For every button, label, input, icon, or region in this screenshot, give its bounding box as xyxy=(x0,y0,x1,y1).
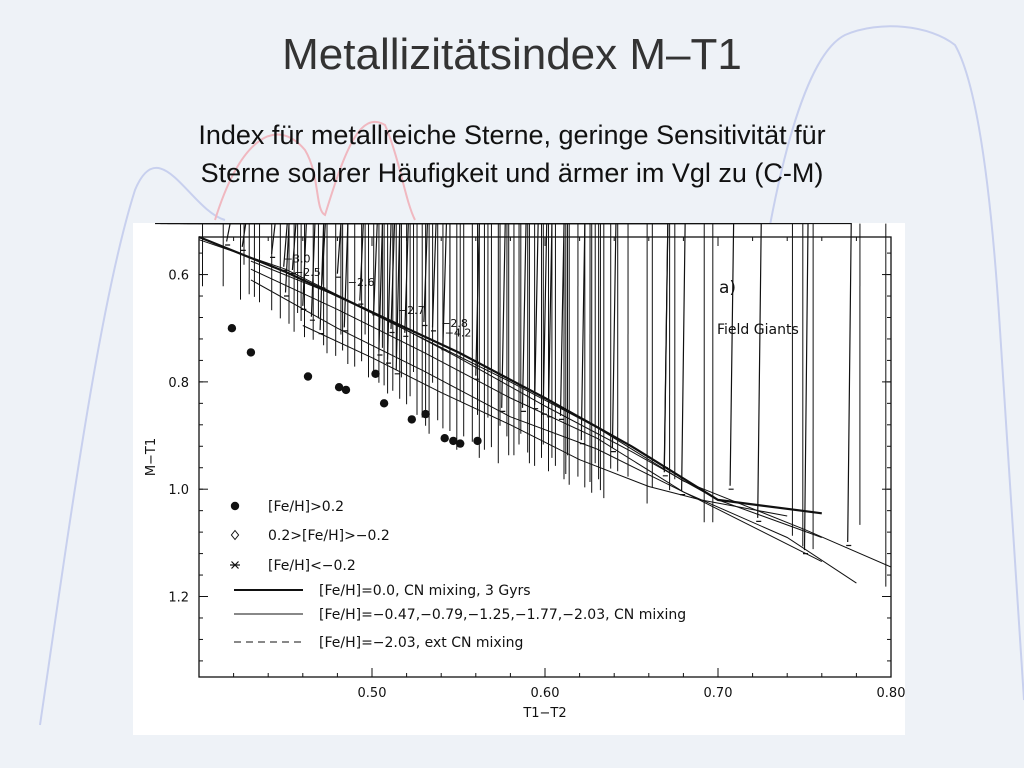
point-filled-circle xyxy=(407,415,416,424)
legend: [Fe/H]>0.2 0.2>[Fe/H]>−0.2 [Fe/H]<−0.2 [Fe/… xyxy=(230,499,686,651)
panel-text: Field Giants xyxy=(717,322,799,338)
decor-curve-left xyxy=(39,166,226,726)
y-axis-label: M−T1 xyxy=(144,438,159,476)
point-asterisk xyxy=(180,223,288,271)
legend-label: [Fe/H]=−2.03, ext CN mixing xyxy=(319,635,523,651)
decor-curve-right xyxy=(769,25,1024,701)
metallicity-annotation: −4.2 xyxy=(445,327,472,340)
point-filled-circle xyxy=(440,434,449,443)
point-filled-circle xyxy=(303,372,313,381)
legend-symbol-asterisk xyxy=(230,561,240,569)
legend-label: 0.2>[Fe/H]>−0.2 xyxy=(268,528,390,544)
point-asterisk xyxy=(167,223,276,258)
x-tick-label: 0.80 xyxy=(877,686,905,701)
metallicity-annotation: −2.6 xyxy=(348,276,375,289)
y-tick-label: 0.6 xyxy=(168,269,189,284)
model-line-thin xyxy=(250,260,892,568)
metallicity-annotation: −2.7 xyxy=(398,304,425,317)
x-tick-label: 0.50 xyxy=(358,686,387,701)
point-asterisk xyxy=(183,223,297,275)
point-filled-circle xyxy=(449,436,458,446)
point-asterisk xyxy=(431,223,762,522)
legend-symbol-open-diamond xyxy=(230,529,240,541)
model-line-thin xyxy=(250,279,857,584)
scatter-chart: 0.50 0.60 0.70 0.80 0.6 0.8 1.0 1.2 a) Field Gi… xyxy=(144,223,905,721)
y-tick-label: 0.8 xyxy=(168,376,189,391)
legend-label: [Fe/H]<−0.2 xyxy=(268,558,356,574)
point-asterisk xyxy=(455,223,852,547)
point-filled-circle xyxy=(473,436,482,446)
point-asterisk xyxy=(385,223,669,477)
legend-label: [Fe/H]=0.0, CN mixing, 3 Gyrs xyxy=(319,583,531,599)
point-asterisk xyxy=(155,223,231,246)
x-axis-label: T1−T2 xyxy=(522,706,566,721)
x-tick-label: 0.60 xyxy=(531,686,560,701)
y-tick-label: 1.2 xyxy=(168,591,189,606)
decor-curve-red xyxy=(214,120,416,221)
legend-label: [Fe/H]>0.2 xyxy=(268,499,344,515)
legend-label: [Fe/H]=−0.47,−0.79,−1.25,−1.77,−2.03, CN… xyxy=(319,607,686,623)
point-filled-circle xyxy=(456,439,465,448)
point-filled-circle xyxy=(341,385,351,395)
point-filled-circle xyxy=(379,399,389,408)
data-points xyxy=(155,223,887,587)
metallicity-annotations: −3.0−2.5 −2.6 −2.7 −2.8−4.2 xyxy=(284,253,472,340)
slide-title: Metallizitätsindex M–T1 xyxy=(282,30,742,79)
metallicity-annotation: −2.8 xyxy=(441,317,468,330)
panel-label: a) xyxy=(719,278,736,298)
chart-figure: 0.50 0.60 0.70 0.80 0.6 0.8 1.0 1.2 a) Field Gi… xyxy=(133,223,905,735)
point-filled-circle xyxy=(246,348,256,357)
metallicity-annotation: −2.5 xyxy=(294,266,321,279)
model-line-thin xyxy=(302,325,788,517)
slide-subtitle: Index für metallreiche Sterne, geringe S… xyxy=(60,116,964,192)
legend-symbol-filled-circle xyxy=(230,501,240,511)
point-filled-circle xyxy=(227,324,237,333)
axis-ticks: 0.50 0.60 0.70 0.80 0.6 0.8 1.0 1.2 xyxy=(168,237,905,701)
point-filled-circle xyxy=(334,383,344,392)
subtitle-line-2: Sterne solarer Häufigkeit und ärmer im V… xyxy=(200,158,824,188)
point-asterisk xyxy=(206,223,290,297)
y-tick-label: 1.0 xyxy=(168,483,189,498)
metallicity-annotation: −3.0 xyxy=(284,253,311,266)
subtitle-line-1: Index für metallreiche Sterne, geringe S… xyxy=(198,120,826,150)
x-tick-label: 0.70 xyxy=(704,686,733,701)
point-asterisk xyxy=(326,223,553,418)
